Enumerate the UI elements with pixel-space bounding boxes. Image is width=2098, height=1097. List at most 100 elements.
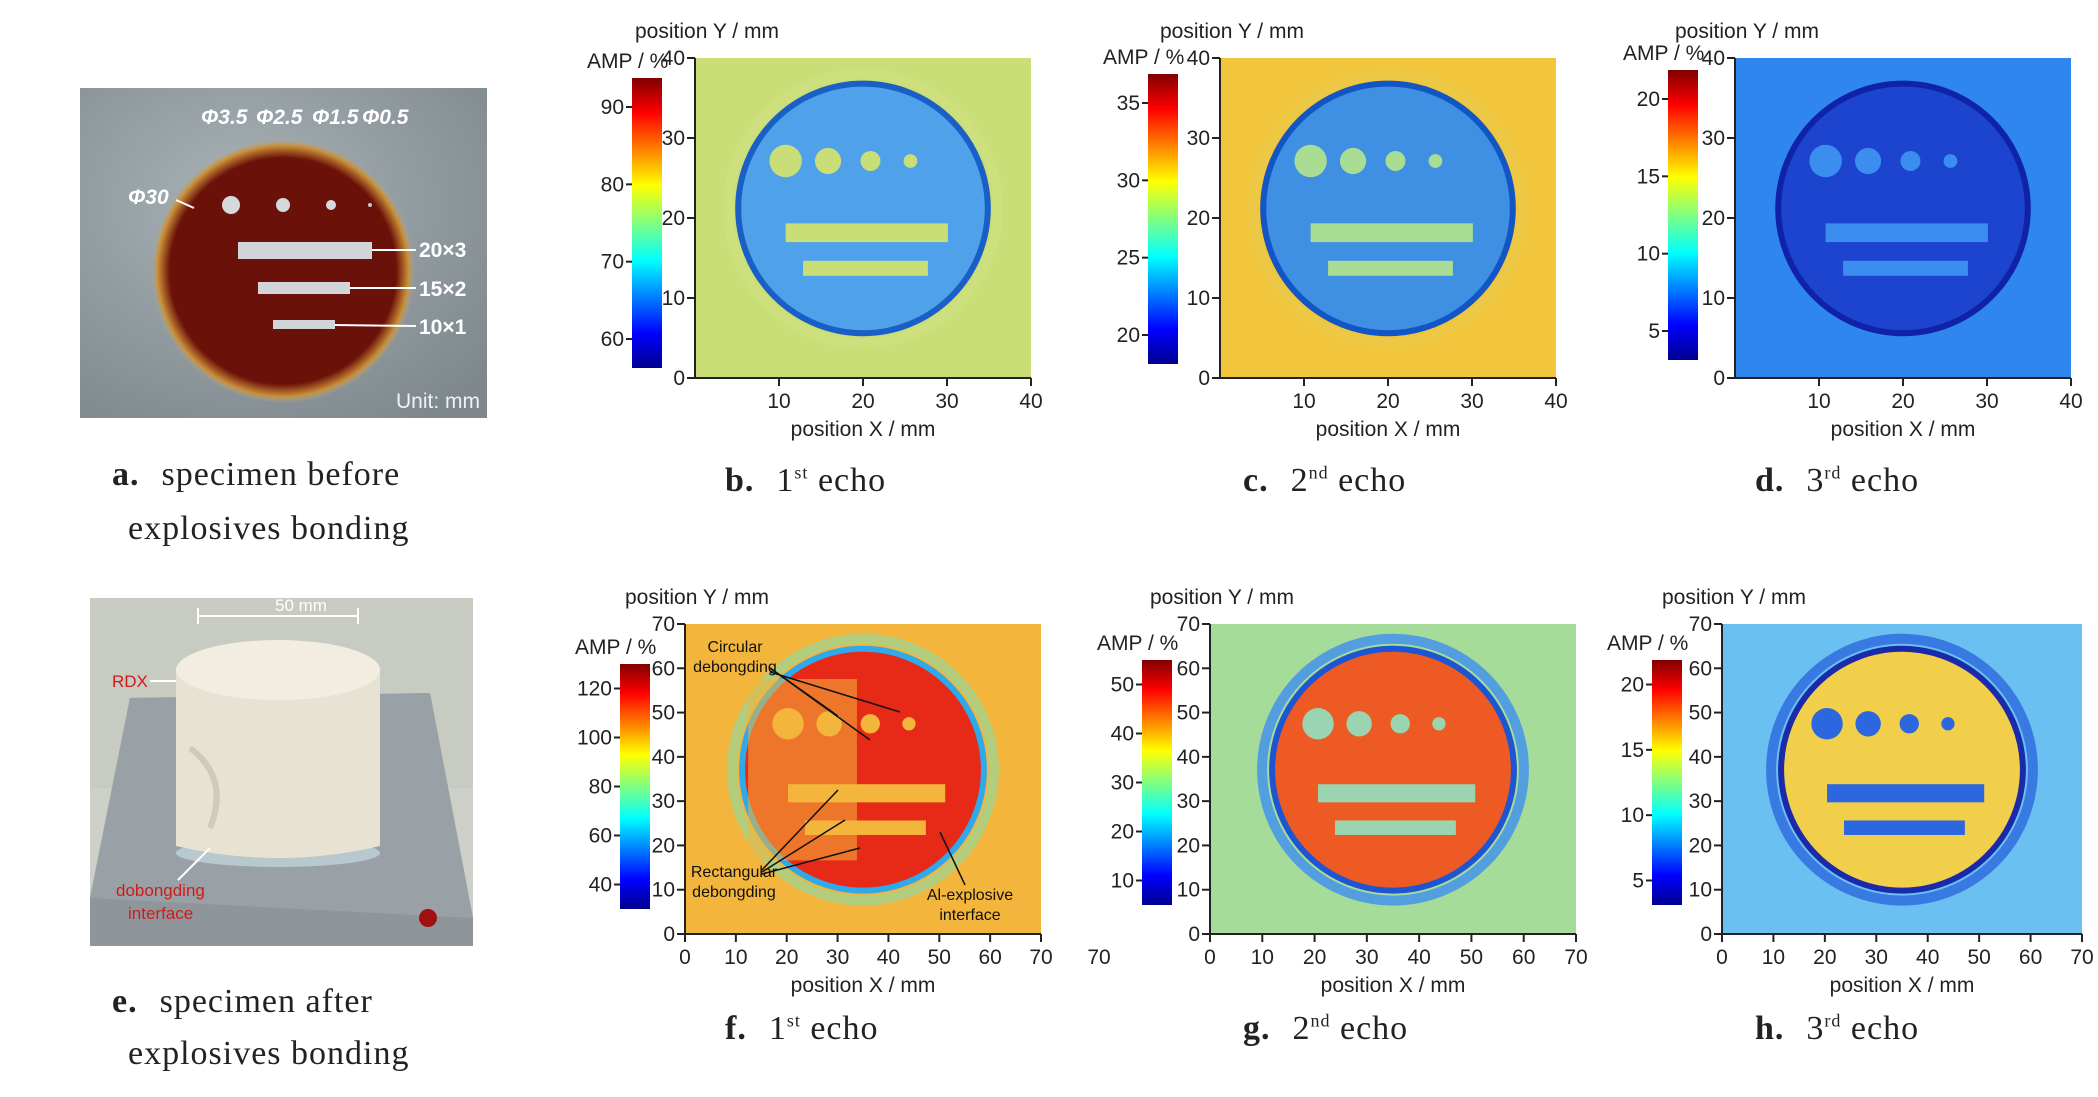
heatmap-g-xtick-10: 10 <box>1251 946 1274 969</box>
heatmap-b-xtick-10: 10 <box>767 390 790 413</box>
heatmap-h-xtick-70: 70 <box>2070 946 2093 969</box>
heatmap-h-hole-3 <box>1899 714 1919 734</box>
heatmap-g-xlabel: position X / mm <box>1321 974 1466 997</box>
heatmap-f-xtick-10: 10 <box>724 946 747 969</box>
heatmap-c-ytick-10: 10 <box>1187 287 1210 310</box>
heatmap-f-xtick-30: 30 <box>826 946 849 969</box>
heatmap-h-xtick-50: 50 <box>1967 946 1990 969</box>
heatmap-f-colorbar-label: AMP / % <box>575 636 656 659</box>
heatmap-g-xtick-30: 30 <box>1355 946 1378 969</box>
heatmap-f: 0 10 20 30 40 50 60 70 70 0 10 20 30 40 50 60 70 position… <box>575 586 1111 997</box>
heatmap-c-slot-1 <box>1310 223 1473 243</box>
heatmap-d-ylabel: position Y / mm <box>1675 20 1819 43</box>
heatmap-b-ctick-70: 70 <box>601 251 624 274</box>
unit-label: Unit: mm <box>396 390 480 413</box>
caption-e: e. specimen after <box>112 983 373 1020</box>
annotations-f: Circular debongding Rectangular debongding A… <box>691 639 1013 924</box>
slot-10x1 <box>273 320 335 329</box>
heatmap-d-colorbar-label: AMP / % <box>1623 42 1704 65</box>
heatmap-g-disk <box>1269 645 1517 894</box>
heatmap-c-hole-1 <box>1294 144 1327 178</box>
heatmap-b-disk <box>735 80 991 337</box>
heatmap-g-ylabel: position Y / mm <box>1150 586 1294 609</box>
heatmap-b-xtick-20: 20 <box>851 390 874 413</box>
rdx-label: RDX <box>112 672 148 691</box>
heatmap-g: 0 10 20 30 40 50 60 70 0 10 20 30 40 50 60 70 position X… <box>1097 586 1588 997</box>
heatmap-f-xtick-40: 40 <box>877 946 900 969</box>
label-outer-diameter: Φ30 <box>128 186 169 209</box>
annotation-leader-4 <box>761 789 839 871</box>
heatmap-g-ytick-50: 50 <box>1177 702 1200 725</box>
heatmap-f-xtick-20: 20 <box>775 946 798 969</box>
heatmap-c-disk <box>1260 80 1516 337</box>
heatmap-f-ytick-20: 20 <box>652 834 675 857</box>
heatmap-d-hole-3 <box>1900 150 1921 171</box>
heatmap-f-xtick-extra: 70 <box>1087 946 1110 969</box>
heatmap-f-xtick-0: 0 <box>679 946 691 969</box>
heatmap-h-xtick-30: 30 <box>1865 946 1888 969</box>
heatmap-d-ytick-40: 40 <box>1702 47 1725 70</box>
heatmap-b-hole-2 <box>814 147 842 175</box>
heatmap-c-xtick-30: 30 <box>1460 390 1483 413</box>
heatmap-g-colorbar <box>1142 660 1172 905</box>
heatmap-h-ytick-0: 0 <box>1700 923 1712 946</box>
heatmap-h-colorbar <box>1652 660 1682 905</box>
heatmap-h-colorbar-label: AMP / % <box>1607 632 1688 655</box>
heatmap-b-xlabel: position X / mm <box>791 418 936 441</box>
heatmap-d-ctick-5: 5 <box>1648 320 1660 343</box>
width-label: 50 mm <box>275 596 327 615</box>
hole-0-5 <box>368 203 372 207</box>
heatmap-d-slot-2 <box>1843 260 1968 276</box>
label-hole-2-5: Φ2.5 <box>256 106 303 129</box>
heatmap-d-ctick-20: 20 <box>1637 88 1660 111</box>
heatmap-d-hole-1 <box>1809 144 1842 178</box>
heatmap-f-ytick-30: 30 <box>652 790 675 813</box>
heatmap-f-outer-ring <box>727 633 999 906</box>
heatmap-h-ytick-70: 70 <box>1689 613 1712 636</box>
heatmap-h-xlabel: position X / mm <box>1830 974 1975 997</box>
heatmap-g-ctick-40: 40 <box>1111 723 1134 746</box>
heatmap-b-hole-1 <box>769 144 802 178</box>
heatmap-g-xtick-40: 40 <box>1407 946 1430 969</box>
heatmap-f-hole-3 <box>860 714 880 734</box>
heatmap-f-ytick-50: 50 <box>652 702 675 725</box>
heatmap-c-ytick-0: 0 <box>1198 367 1210 390</box>
label-hole-3-5: Φ3.5 <box>201 106 248 129</box>
annotation-leader-7 <box>939 831 966 886</box>
heatmap-c-ylabel: position Y / mm <box>1160 20 1304 43</box>
heatmap-b-hole-3 <box>860 150 881 171</box>
heatmap-c-ytick-40: 40 <box>1187 47 1210 70</box>
heatmap-d-ytick-0: 0 <box>1713 367 1725 390</box>
heatmap-h: 0 10 20 30 40 50 60 70 0 10 20 30 40 50 60 70 position X… <box>1607 586 2094 997</box>
heatmap-h-hole-4 <box>1941 717 1955 731</box>
label-hole-1-5: Φ1.5 <box>312 106 359 129</box>
heatmap-f-ytick-40: 40 <box>652 746 675 769</box>
annotation-rectangular-1: Rectangular <box>691 864 778 881</box>
heatmap-d: 10 20 30 40 0 10 20 30 40 position X / mm position… <box>1623 20 2083 441</box>
heatmap-g-hole-1 <box>1302 708 1334 740</box>
heatmap-d-slot-1 <box>1825 223 1988 243</box>
heatmap-h-xtick-10: 10 <box>1762 946 1785 969</box>
heatmap-b-ctick-60: 60 <box>601 328 624 351</box>
heatmap-d-xtick-30: 30 <box>1975 390 1998 413</box>
heatmap-b-ytick-40: 40 <box>662 47 685 70</box>
heatmap-g-ytick-40: 40 <box>1177 746 1200 769</box>
hole-1-5 <box>326 200 336 210</box>
slot-20x3 <box>238 242 372 259</box>
heatmap-d-colorbar <box>1668 70 1698 360</box>
heatmap-h-ylabel: position Y / mm <box>1662 586 1806 609</box>
heatmap-d-ytick-30: 30 <box>1702 127 1725 150</box>
heatmap-f-ytick-10: 10 <box>652 879 675 902</box>
heatmap-c-hole-2 <box>1339 147 1367 175</box>
red-mark <box>419 909 437 927</box>
heatmap-g-ytick-0: 0 <box>1188 923 1200 946</box>
heatmap-h-slot-1 <box>1827 784 1985 803</box>
heatmap-d-disk <box>1775 80 2031 337</box>
heatmap-f-ylabel: position Y / mm <box>625 586 769 609</box>
caption-d: d. 3rd echo <box>1755 462 1920 499</box>
interface-label-1: dobongding <box>116 881 205 900</box>
hole-2-5 <box>276 198 290 212</box>
label-hole-0-5: Φ0.5 <box>362 106 409 129</box>
caption-a-line2: explosives bonding <box>128 510 410 547</box>
heatmap-c-ctick-25: 25 <box>1117 247 1140 270</box>
